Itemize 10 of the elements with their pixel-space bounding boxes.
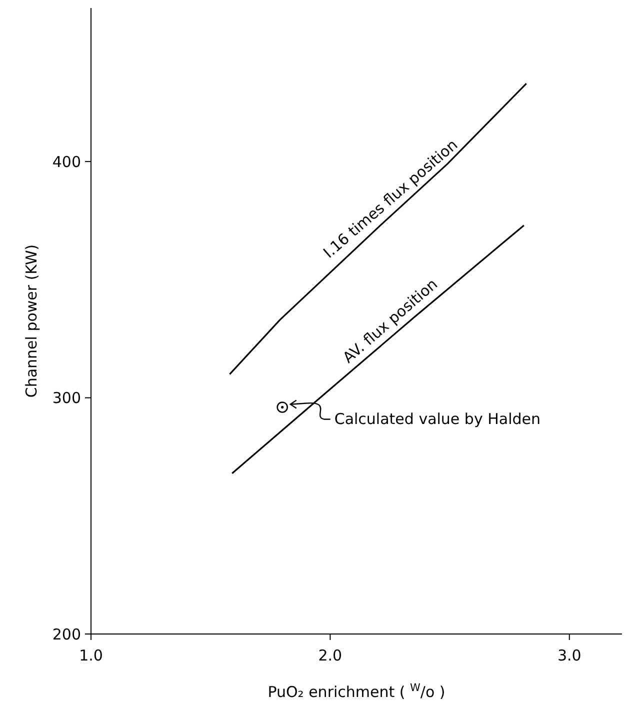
x-tick-label: 1.0 bbox=[79, 646, 103, 665]
line-series bbox=[228, 82, 528, 375]
x-tick-label: 3.0 bbox=[557, 646, 582, 665]
y-tick-label: 300 bbox=[52, 389, 81, 408]
y-axis-title: Channel power (KW) bbox=[22, 244, 40, 398]
y-tick-label: 400 bbox=[52, 152, 81, 171]
x-tick-label: 2.0 bbox=[318, 646, 342, 665]
x-axis-title: PuO₂ enrichment ( $^{W}$/o ) bbox=[268, 682, 446, 701]
y-tick-label: 200 bbox=[52, 625, 81, 644]
annotation: Calculated value by Halden bbox=[334, 410, 541, 428]
